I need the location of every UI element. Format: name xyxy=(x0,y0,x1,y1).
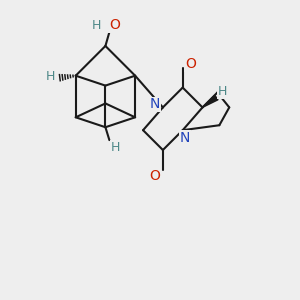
Text: N: N xyxy=(179,131,190,145)
Text: H: H xyxy=(218,85,227,98)
Text: O: O xyxy=(149,169,161,183)
Text: H: H xyxy=(92,19,101,32)
Polygon shape xyxy=(202,95,218,107)
Text: O: O xyxy=(109,18,120,32)
Text: O: O xyxy=(185,57,196,71)
Text: N: N xyxy=(150,98,160,111)
Text: H: H xyxy=(111,140,120,154)
Text: H: H xyxy=(46,70,56,83)
